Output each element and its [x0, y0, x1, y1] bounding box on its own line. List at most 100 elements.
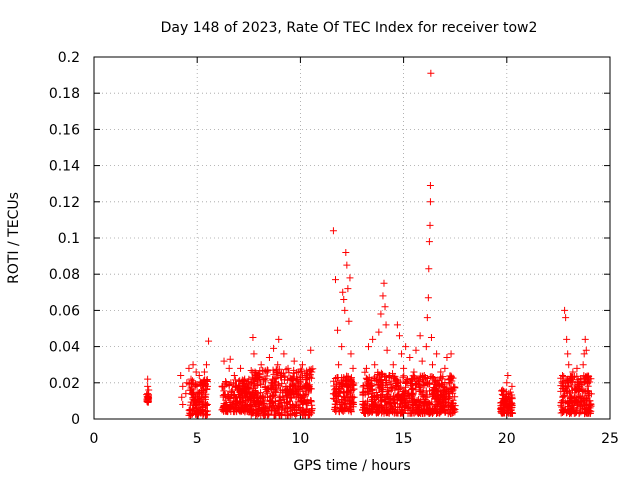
data-point	[563, 406, 571, 414]
data-point	[264, 411, 272, 419]
data-point	[144, 393, 152, 401]
data-point	[389, 405, 397, 413]
data-point	[298, 361, 306, 369]
data-point	[223, 380, 231, 388]
data-point	[220, 357, 228, 365]
data-point	[290, 369, 298, 377]
data-point	[238, 398, 246, 406]
data-point	[425, 238, 433, 246]
data-point	[569, 368, 577, 376]
data-point	[393, 321, 401, 329]
data-point	[179, 382, 187, 390]
data-point	[415, 377, 423, 385]
y-tick-label: 0.18	[49, 86, 80, 102]
y-axis-label: ROTI / TECUs	[6, 192, 22, 284]
data-point	[341, 406, 349, 414]
data-point	[339, 407, 347, 415]
data-point	[343, 261, 351, 269]
data-point	[200, 368, 208, 376]
data-point	[449, 374, 457, 382]
data-point	[329, 390, 337, 398]
data-point	[570, 399, 578, 407]
data-point	[451, 393, 459, 401]
data-point	[257, 389, 265, 397]
data-point	[265, 407, 273, 415]
data-point	[237, 364, 245, 372]
data-point	[424, 404, 432, 412]
data-point	[567, 379, 575, 387]
data-point	[188, 386, 196, 394]
data-point	[347, 350, 355, 358]
data-point	[568, 383, 576, 391]
data-point	[400, 364, 408, 372]
x-tick-label: 15	[395, 431, 413, 447]
data-point	[278, 411, 286, 419]
data-point	[266, 397, 274, 405]
data-point	[565, 388, 573, 396]
data-point	[362, 364, 370, 372]
data-point	[421, 395, 429, 403]
data-point	[247, 379, 255, 387]
data-point	[422, 343, 430, 351]
data-point	[443, 353, 451, 361]
data-point	[255, 375, 263, 383]
data-point	[425, 400, 433, 408]
data-point	[381, 397, 389, 405]
data-point	[562, 314, 570, 322]
data-point	[559, 372, 567, 380]
data-point	[369, 408, 377, 416]
data-point	[306, 371, 314, 379]
data-point	[143, 397, 151, 405]
data-point	[203, 401, 211, 409]
data-point	[425, 265, 433, 273]
data-point	[282, 382, 290, 390]
data-point	[439, 389, 447, 397]
data-point	[377, 383, 385, 391]
data-point	[308, 401, 316, 409]
data-point	[385, 372, 393, 380]
data-point	[426, 182, 434, 190]
data-point	[308, 405, 316, 413]
data-point	[567, 405, 575, 413]
data-point	[362, 374, 370, 382]
data-point	[342, 397, 350, 405]
data-point	[388, 385, 396, 393]
data-point	[366, 387, 374, 395]
data-point	[178, 393, 186, 401]
data-point	[566, 394, 574, 402]
data-point	[343, 375, 351, 383]
data-point	[424, 380, 432, 388]
data-point	[373, 375, 381, 383]
data-point	[581, 387, 589, 395]
data-point	[504, 407, 512, 415]
data-point	[290, 402, 298, 410]
data-point	[560, 385, 568, 393]
data-point	[308, 368, 316, 376]
axis-ticks: 0 5 10 15 20 25 0 0.02 0.04 0.06 0.08 0.1 0.12 0.14 0.…	[49, 50, 619, 447]
data-point	[359, 383, 367, 391]
y-tick-label: 0.2	[58, 50, 80, 66]
data-point	[428, 361, 436, 369]
data-point	[280, 350, 288, 358]
data-point	[308, 374, 316, 382]
data-point	[179, 401, 187, 409]
data-point	[421, 409, 429, 417]
data-point	[226, 399, 234, 407]
data-point	[292, 390, 300, 398]
data-point	[406, 353, 414, 361]
data-point	[408, 390, 416, 398]
data-point	[338, 395, 346, 403]
data-point	[195, 372, 203, 380]
data-point	[339, 288, 347, 296]
data-point	[283, 399, 291, 407]
data-point	[251, 368, 259, 376]
y-tick-label: 0	[71, 412, 80, 428]
data-point	[277, 372, 285, 380]
data-point	[424, 294, 432, 302]
data-point	[387, 386, 395, 394]
data-point	[404, 379, 412, 387]
plot-frame	[93, 56, 611, 420]
y-tick-label: 0.14	[49, 159, 80, 175]
data-point	[339, 401, 347, 409]
data-point	[221, 403, 229, 411]
